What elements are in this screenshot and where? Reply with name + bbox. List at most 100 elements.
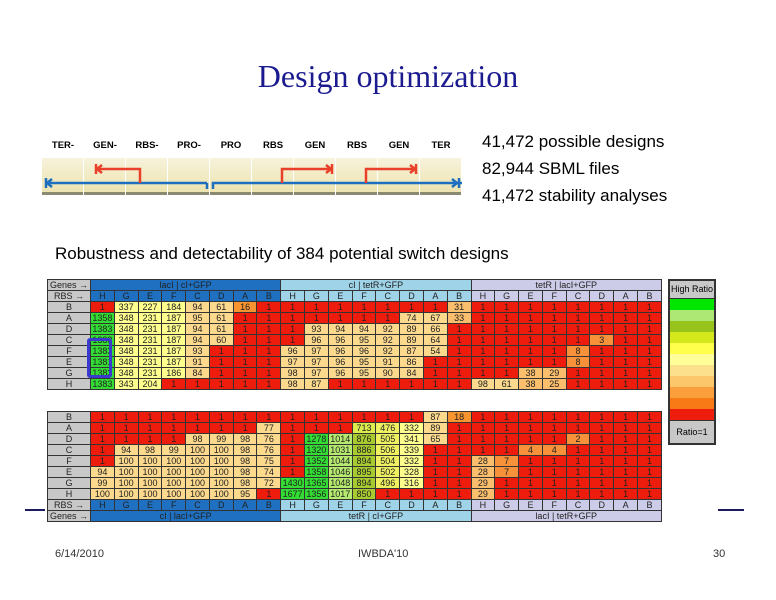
heatmap-row: E 1381 348 231 187 91 1 1 1 97 97 96 95 91 86 1 1 1 1 1 1 8 1 1… [47,356,663,368]
part-label: RBS [346,140,368,151]
heatmap-cell: 98 [185,433,210,445]
heatmap-cell: 29 [470,477,496,489]
heatmap-cell: 94 [185,334,210,346]
heatmap-cell: 100 [113,466,139,478]
heatmap-cell: 98 [232,433,258,445]
heatmap-row: G 1383 348 231 186 84 1 1 1 98 97 96 95 90 84 1 1 1 1 38 29 1… [47,367,663,379]
heatmap-cell: 1 [470,345,496,357]
heatmap-cell: 1 [422,477,448,489]
heatmap-cell: 1 [327,312,353,324]
heatmap-cell: 84 [185,367,210,379]
heatmap-cell: 506 [375,444,401,456]
heatmap-cell: 187 [161,312,187,324]
heatmap-row: D 1383 348 231 187 94 61 1 1 1 93 94 94 92 89 66 1 1 1 1 1 1 1… [47,323,663,335]
heatmap-cell: 231 [137,345,163,357]
heatmap-cell: 100 [137,466,163,478]
heatmap-cell: 95 [232,488,258,500]
rbs-header: F [541,290,567,302]
heatmap-cell: 1 [232,367,258,379]
heatmap-cell: 1 [446,356,472,368]
heatmap-cell: 64 [422,334,448,346]
design-strip: TER- GEN- RBS- PRO- PRO RBS GEN RBS GEN TER [42,140,462,202]
heatmap-cell: 1 [470,444,496,456]
heatmap-cell: 1 [470,411,496,423]
heatmap-cell: 99 [161,444,187,456]
heatmap-cell: 1 [280,433,306,445]
heatmap-cell: 74 [399,312,424,324]
heatmap-cell: 1044 [327,455,353,467]
heatmap-cell: 231 [137,367,163,379]
heatmap-cell: 1 [256,312,282,324]
heatmap-cell: 1 [636,433,663,445]
heatmap-cell: 1 [613,422,638,434]
heatmap-cell: 38 [518,367,543,379]
rbs-header: H [280,290,306,302]
heatmap-cell: 1 [589,356,615,368]
heatmap-cell: 1 [636,334,663,346]
heatmap-cell: 96 [327,334,353,346]
heatmap-cell: 1 [494,301,520,313]
heatmap-cell: 496 [375,477,401,489]
rbs-header: F [161,290,187,302]
heatmap-cell: 1 [636,378,663,390]
heatmap-cell: 98 [280,367,306,379]
heatmap-cell: 72 [256,477,282,489]
heatmap-cell: 97 [280,356,306,368]
heatmap-cell: 1 [565,367,591,379]
rbs-header: D [589,290,615,302]
heatmap-cell: 93 [185,345,210,357]
row-label: H [47,378,91,390]
heatmap-cell: 1 [446,323,472,335]
heatmap-cell: 1 [232,422,258,434]
heatmap-cell: 1 [589,323,615,335]
heatmap-cell: 1 [422,455,448,467]
heatmap-cell: 1 [470,323,496,335]
heatmap-row: B 1 337 227 184 94 61 16 1 1 1 1 1 1 1 1 31 1 1 1 1 1 1 1 1 [47,301,663,313]
heatmap-cell: 1 [446,466,472,478]
heatmap-cell: 1 [613,433,638,445]
heatmap-cell: 98 [137,444,163,456]
part-label: GEN [388,140,410,151]
heatmap-cell: 1 [613,455,638,467]
heatmap-cell: 1 [90,411,115,423]
heatmap-cell: 1 [351,312,377,324]
heatmap-cell: 1 [494,433,520,445]
heatmap-cell: 1 [518,477,543,489]
heatmap-cell: 1 [446,367,472,379]
stats-list: 41,472 possible designs 82,944 SBML file… [482,128,667,209]
gene-group-header: cI | lacI+GFP [89,510,282,522]
part-label: RBS [262,140,284,151]
heatmap-cell: 328 [399,466,424,478]
rbs-header: B [636,499,663,511]
divider-right [718,509,744,511]
heatmap-cell: 1 [446,422,472,434]
heatmap-cell: 1 [613,488,638,500]
heatmap-cell: 1 [256,367,282,379]
heatmap-cell: 1 [232,411,258,423]
heatmap-cell: 1017 [327,488,353,500]
heatmap-cell: 1 [589,444,615,456]
heatmap-cell: 1 [208,356,234,368]
heatmap-cell: 1 [375,312,401,324]
part-label: RBS- [135,140,159,151]
heatmap-cell: 1 [185,422,210,434]
heatmap-cell: 1 [636,356,663,368]
heatmap-cell: 1 [541,477,567,489]
rbs-header: G [113,290,139,302]
footer-date: 6/14/2010 [55,548,104,560]
heatmap-cell: 1 [161,422,187,434]
rbs-header: G [304,290,329,302]
heatmap-cell: 1 [470,334,496,346]
heatmap-cell: 894 [351,477,377,489]
heatmap-bottom: B 1 1 1 1 1 1 1 1 1 1 1 1 1 1 87 18 1 1 1 1 1 1 1 1 A 1 1 1 1 1 1 1 77 1 1 1… [47,411,663,522]
heatmap-cell: 1 [470,356,496,368]
heatmap-cell: 1358 [304,466,329,478]
heatmap-cell: 231 [137,356,163,368]
heatmap-cell: 1 [90,455,115,467]
heatmap-cell: 1 [470,312,496,324]
heatmap-cell: 1 [541,411,567,423]
heatmap-cell: 1048 [327,477,353,489]
heatmap-cell: 1014 [327,433,353,445]
heatmap-cell: 91 [185,356,210,368]
heatmap-cell: 187 [161,345,187,357]
